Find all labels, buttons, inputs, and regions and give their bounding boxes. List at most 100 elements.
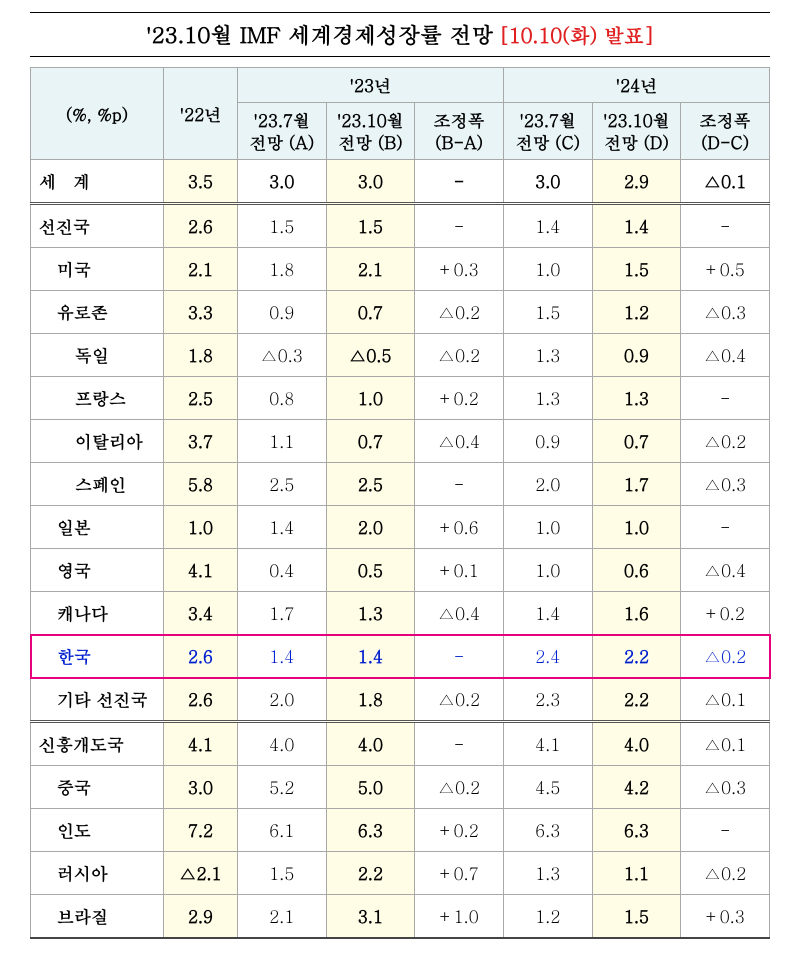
table-row: 기타 선진국2.62.01.8△0.22.32.2△0.1 — [31, 678, 770, 722]
table-row: 영국4.10.40.5+0.11.00.6△0.4 — [31, 549, 770, 592]
cell-d: 1.7 — [592, 463, 681, 506]
table-row: 일본1.01.42.0+0.61.01.0- — [31, 506, 770, 549]
cell-d: 1.1 — [592, 852, 681, 895]
cell-b: 0.7 — [326, 420, 415, 463]
cell-c: 1.0 — [503, 506, 592, 549]
cell-y22: 3.5 — [164, 160, 238, 204]
col-header-dc: 조정폭 (D-C) — [681, 103, 770, 160]
cell-c: 4.1 — [503, 722, 592, 766]
cell-d: 2.2 — [592, 678, 681, 722]
cell-ba: +0.2 — [415, 377, 504, 420]
cell-ba: - — [415, 635, 504, 678]
cell-c: 1.3 — [503, 377, 592, 420]
cell-y22: 3.0 — [164, 766, 238, 809]
row-name: 프랑스 — [31, 377, 164, 420]
row-name: 스페인 — [31, 463, 164, 506]
cell-y22: 1.0 — [164, 506, 238, 549]
table-body: 세 계3.53.03.0-3.02.9△0.1선진국2.61.51.5-1.41… — [31, 160, 770, 939]
cell-b: 2.0 — [326, 506, 415, 549]
cell-d: 1.5 — [592, 895, 681, 939]
cell-dc: - — [681, 809, 770, 852]
title-note: [10.10(화) 발표] — [499, 20, 654, 49]
cell-ba: △0.2 — [415, 678, 504, 722]
row-name: 신흥개도국 — [31, 722, 164, 766]
cell-b: 6.3 — [326, 809, 415, 852]
cell-dc: △0.2 — [681, 852, 770, 895]
table-row: 세 계3.53.03.0-3.02.9△0.1 — [31, 160, 770, 204]
cell-d: 2.9 — [592, 160, 681, 204]
cell-c: 1.4 — [503, 592, 592, 635]
cell-a: 1.7 — [237, 592, 326, 635]
cell-b: 1.0 — [326, 377, 415, 420]
table-row: 러시아△2.11.52.2+0.71.31.1△0.2 — [31, 852, 770, 895]
cell-c: 4.5 — [503, 766, 592, 809]
cell-y22: 2.6 — [164, 678, 238, 722]
cell-c: 3.0 — [503, 160, 592, 204]
cell-dc: △0.1 — [681, 722, 770, 766]
cell-d: 0.6 — [592, 549, 681, 592]
table-header: (%, %p) '22년 '23년 '24년 '23.7월 전망 (A) '23… — [31, 68, 770, 160]
cell-dc: - — [681, 204, 770, 248]
cell-ba: - — [415, 463, 504, 506]
cell-b: 2.1 — [326, 248, 415, 291]
cell-c: 1.0 — [503, 549, 592, 592]
forecast-table: (%, %p) '22년 '23년 '24년 '23.7월 전망 (A) '23… — [30, 67, 770, 939]
cell-a: 5.2 — [237, 766, 326, 809]
cell-dc: △0.3 — [681, 766, 770, 809]
cell-b: 5.0 — [326, 766, 415, 809]
cell-d: 0.7 — [592, 420, 681, 463]
cell-dc: △0.3 — [681, 463, 770, 506]
table-row: 독일1.8△0.3△0.5△0.21.30.9△0.4 — [31, 334, 770, 377]
cell-y22: 7.2 — [164, 809, 238, 852]
cell-dc: △0.1 — [681, 678, 770, 722]
cell-a: 6.1 — [237, 809, 326, 852]
cell-d: 0.9 — [592, 334, 681, 377]
cell-ba: △0.2 — [415, 766, 504, 809]
row-name: 이탈리아 — [31, 420, 164, 463]
cell-ba: - — [415, 204, 504, 248]
cell-b: 4.0 — [326, 722, 415, 766]
row-name: 유로존 — [31, 291, 164, 334]
cell-d: 1.6 — [592, 592, 681, 635]
cell-dc: +0.5 — [681, 248, 770, 291]
row-name: 브라질 — [31, 895, 164, 939]
cell-a: 0.8 — [237, 377, 326, 420]
cell-y22: 1.8 — [164, 334, 238, 377]
cell-b: 1.8 — [326, 678, 415, 722]
cell-y22: △2.1 — [164, 852, 238, 895]
cell-dc: △0.3 — [681, 291, 770, 334]
cell-ba: △0.4 — [415, 420, 504, 463]
cell-dc: △0.4 — [681, 549, 770, 592]
cell-d: 1.5 — [592, 248, 681, 291]
cell-b: 3.0 — [326, 160, 415, 204]
cell-a: 3.0 — [237, 160, 326, 204]
cell-b: 0.7 — [326, 291, 415, 334]
table-row: 한국2.61.41.4-2.42.2△0.2 — [31, 635, 770, 678]
table-row: 신흥개도국4.14.04.0-4.14.0△0.1 — [31, 722, 770, 766]
cell-y22: 3.7 — [164, 420, 238, 463]
cell-b: 1.3 — [326, 592, 415, 635]
row-name: 선진국 — [31, 204, 164, 248]
cell-y22: 2.1 — [164, 248, 238, 291]
cell-d: 2.2 — [592, 635, 681, 678]
table-row: 중국3.05.25.0△0.24.54.2△0.3 — [31, 766, 770, 809]
cell-d: 1.3 — [592, 377, 681, 420]
title-container: '23.10월 IMF 세계경제성장률 전망 [10.10(화) 발표] — [30, 12, 770, 57]
row-name: 독일 — [31, 334, 164, 377]
table-row: 미국2.11.82.1+0.31.01.5+0.5 — [31, 248, 770, 291]
cell-ba: △0.2 — [415, 334, 504, 377]
cell-c: 2.4 — [503, 635, 592, 678]
table-wrap: (%, %p) '22년 '23년 '24년 '23.7월 전망 (A) '23… — [30, 67, 770, 939]
cell-ba: +0.3 — [415, 248, 504, 291]
cell-ba: △0.2 — [415, 291, 504, 334]
cell-c: 1.2 — [503, 895, 592, 939]
cell-a: 1.4 — [237, 635, 326, 678]
cell-y22: 2.9 — [164, 895, 238, 939]
cell-d: 1.2 — [592, 291, 681, 334]
row-name: 영국 — [31, 549, 164, 592]
row-name: 인도 — [31, 809, 164, 852]
col-header-b: '23.10월 전망 (B) — [326, 103, 415, 160]
cell-dc: - — [681, 377, 770, 420]
cell-c: 1.5 — [503, 291, 592, 334]
cell-b: 2.5 — [326, 463, 415, 506]
